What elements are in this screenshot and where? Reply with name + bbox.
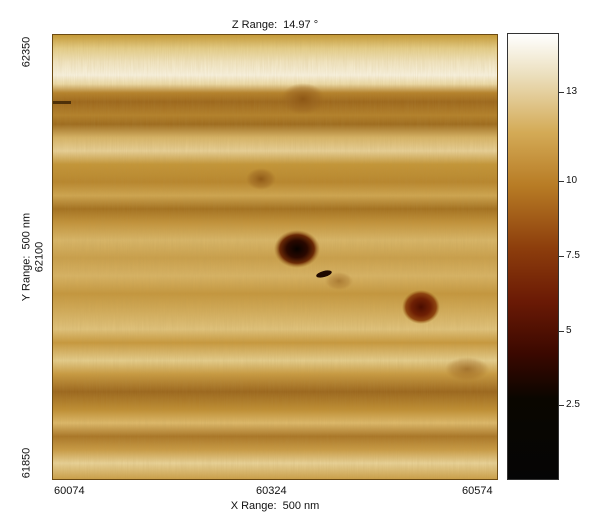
surface-bump	[246, 168, 276, 190]
red-pit	[402, 290, 440, 324]
x-range-label: X Range:	[230, 500, 277, 512]
colorbar-tick-mark	[558, 331, 564, 332]
colorbar-tick-mark	[558, 256, 564, 257]
colorbar-tick-mark	[558, 181, 564, 182]
z-range-label: Z Range:	[231, 19, 278, 31]
colorbar-tick-mark	[558, 405, 564, 406]
y-range-value: 500 nm	[20, 212, 33, 250]
colorbar-tick-mark	[558, 92, 564, 93]
z-range-title: Z Range: 14.97 °	[52, 18, 498, 32]
colorbar-tick-label: 10	[566, 175, 578, 186]
z-colorbar	[507, 33, 559, 480]
colorbar-tick-label: 7.5	[566, 250, 580, 261]
colorbar-tick-label: 13	[566, 86, 578, 97]
colorbar-tick-label: 5	[566, 325, 572, 336]
y-range-title: Y Range: 500 nm	[21, 213, 34, 301]
z-range-value: 14.97 °	[283, 19, 319, 31]
y-range-label: Y Range:	[20, 255, 33, 302]
colorbar-tick-label: 2.5	[566, 399, 580, 410]
surface-bump	[445, 357, 489, 381]
x-tick-right: 60574	[462, 485, 493, 497]
scan-texture	[53, 35, 497, 479]
x-tick-left: 60074	[54, 485, 85, 497]
surface-bump	[325, 272, 353, 290]
scan-line-artifact	[53, 101, 71, 104]
large-dark-pit	[274, 230, 320, 268]
surface-bump	[281, 83, 325, 115]
x-range-value: 500 nm	[282, 500, 320, 512]
afm-scan-image	[52, 34, 498, 480]
y-tick-middle: 62100	[33, 241, 46, 273]
x-tick-middle: 60324	[256, 485, 287, 497]
x-range-title: X Range: 500 nm	[52, 499, 498, 513]
y-tick-top: 62350	[20, 36, 33, 68]
y-tick-bottom: 61850	[20, 447, 33, 479]
